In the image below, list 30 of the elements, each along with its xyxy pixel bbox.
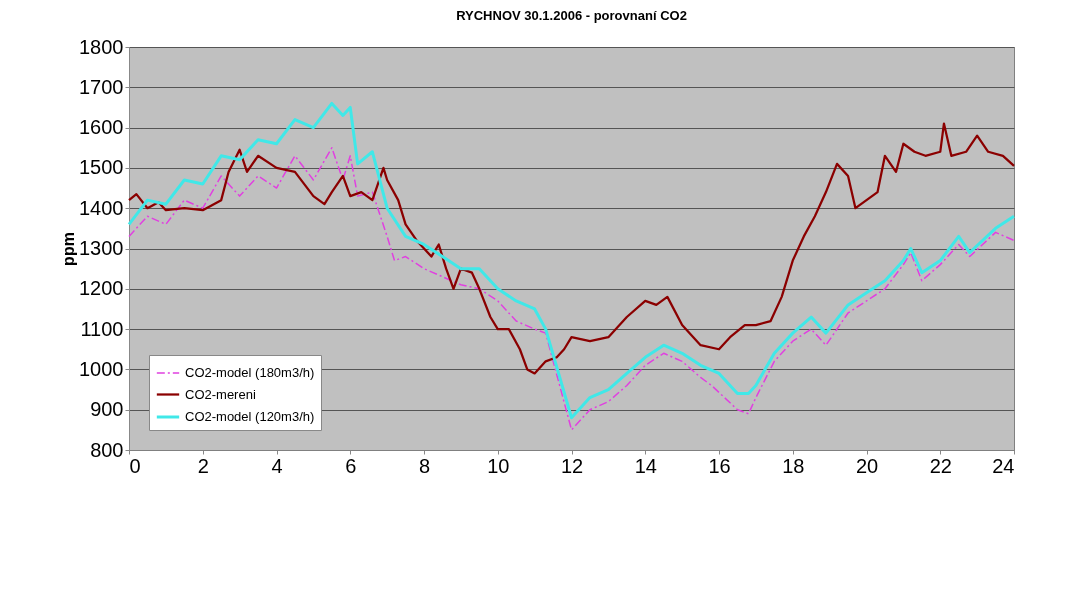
x-tick-label: 24 <box>992 454 1015 477</box>
x-tick-label: 20 <box>855 454 879 477</box>
x-tick-label: 2 <box>197 454 209 477</box>
x-tick-label: 16 <box>708 454 731 477</box>
legend-label: CO2-mereni <box>185 386 256 402</box>
x-tick-label: 10 <box>487 454 510 477</box>
y-tick-label: 1700 <box>79 75 124 98</box>
legend-label: CO2-model (120m3/h) <box>185 409 315 424</box>
y-tick-label: 800 <box>90 438 124 461</box>
x-tick-label: 18 <box>782 454 805 477</box>
y-tick-label: 1300 <box>79 237 124 259</box>
x-tick-label: 12 <box>560 454 584 477</box>
x-tick-label: 0 <box>129 454 141 477</box>
chart-title: RYCHNOV 30.1.2006 - porovnaní CO2 <box>456 8 687 23</box>
y-tick-label: 1400 <box>79 196 124 219</box>
y-tick-label: 1100 <box>80 317 124 340</box>
line-series <box>128 147 1015 431</box>
x-tick-label: 22 <box>929 454 952 477</box>
legend-label: CO2-model (180m3/h) <box>185 365 315 380</box>
x-tick-label: 4 <box>271 454 283 477</box>
y-tick-label: 900 <box>90 398 124 421</box>
y-tick-label: 1500 <box>79 156 124 179</box>
x-tick-label: 6 <box>345 454 357 477</box>
x-tick-label: 8 <box>418 454 431 477</box>
y-axis-title: ppm <box>60 232 78 266</box>
y-tick-label: 1000 <box>79 357 124 380</box>
y-tick-label: 1600 <box>79 116 124 139</box>
x-tick-label: 14 <box>634 454 657 477</box>
y-tick-label: 1200 <box>79 277 124 300</box>
y-tick-label: 1800 <box>79 35 124 58</box>
